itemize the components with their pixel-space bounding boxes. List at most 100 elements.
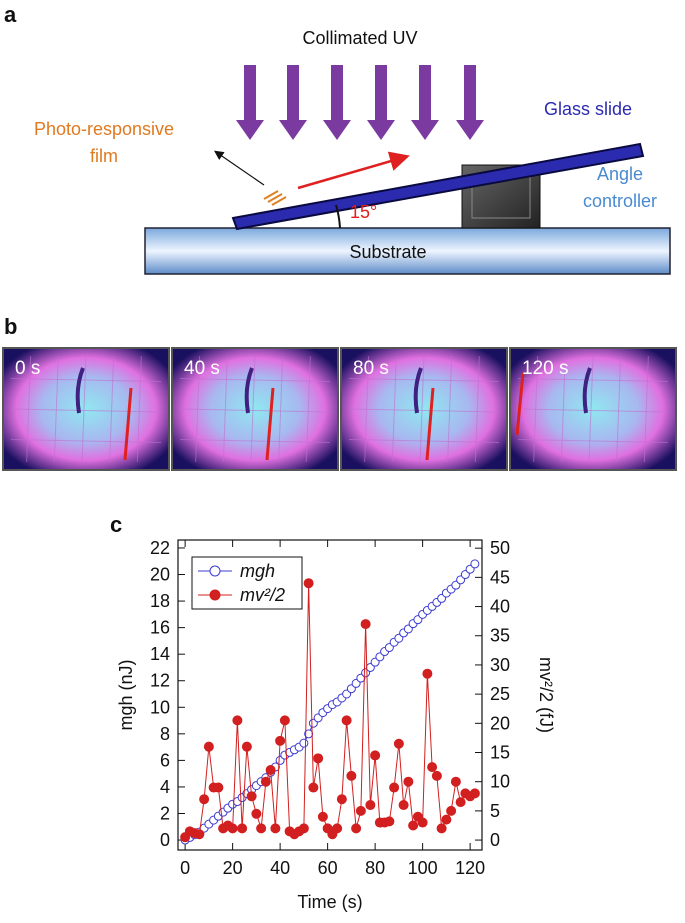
data-point xyxy=(317,811,328,822)
legend-label: mv²/2 xyxy=(240,585,285,605)
y-tick-label: 4 xyxy=(160,777,170,797)
y2-tick-label: 0 xyxy=(490,830,500,850)
plot-frame xyxy=(177,539,483,851)
frame-grid xyxy=(53,355,59,463)
panel-label: a xyxy=(4,2,17,27)
data-point xyxy=(370,750,381,761)
legend-marker xyxy=(209,565,221,577)
x-tick-label: 60 xyxy=(318,858,338,878)
data-point xyxy=(313,753,324,764)
data-point xyxy=(237,823,248,834)
frame-grid xyxy=(81,355,87,463)
frames: 0 s 40 s 80 s 120 s xyxy=(2,347,677,471)
legend-box xyxy=(191,556,303,610)
film-sample xyxy=(413,367,423,414)
data-point xyxy=(431,770,442,781)
frame-grid xyxy=(517,408,669,413)
frame-grid xyxy=(643,355,649,463)
y-tick-label: 10 xyxy=(150,697,170,717)
panel-a: a Collimated UV Substrate 15° Photo-resp… xyxy=(4,2,671,275)
panel-c: c 0 2 4 6 8 10 12 14 16 18 20 22 0 5 10 15 20 25 30 35 40 45 5… xyxy=(110,512,556,912)
frame-grid xyxy=(179,378,331,382)
y2-tick-label: 35 xyxy=(490,626,510,646)
y-tick-label: 8 xyxy=(160,724,170,744)
substrate xyxy=(144,227,671,275)
legend-label: mgh xyxy=(240,561,275,581)
reference-line xyxy=(425,387,435,461)
data-point xyxy=(469,788,480,799)
frame-grid xyxy=(419,355,425,463)
film-sample xyxy=(75,367,85,414)
data-point xyxy=(360,619,371,630)
data-point xyxy=(436,823,447,834)
y-tick-label: 14 xyxy=(150,644,170,664)
y2-axis-label: mv²/2 (fJ) xyxy=(536,657,556,733)
data-point xyxy=(393,738,404,749)
data-point xyxy=(265,765,276,776)
y2-tick-label: 15 xyxy=(490,743,510,763)
frame-grid xyxy=(447,355,453,463)
data-point xyxy=(203,741,214,752)
data-point xyxy=(346,770,357,781)
frame-label: 0 s xyxy=(15,358,40,379)
y-tick-label: 22 xyxy=(150,538,170,558)
y-tick-label: 2 xyxy=(160,803,170,823)
uv-label: Collimated UV xyxy=(302,28,417,48)
x-axis-label: Time (s) xyxy=(297,892,362,912)
panel-b: b 0 s 40 s 80 s 120 s xyxy=(2,314,677,471)
data-point xyxy=(341,715,352,726)
frame-grid xyxy=(305,355,311,463)
data-point xyxy=(251,808,262,819)
frame-grid xyxy=(348,408,500,413)
data-point xyxy=(199,794,210,805)
motion-arrow xyxy=(297,151,410,190)
y2-tick-label: 5 xyxy=(490,801,500,821)
frame-grid xyxy=(136,355,142,463)
data-point xyxy=(246,791,257,802)
frame-grid xyxy=(616,355,622,463)
y-tick-label: 0 xyxy=(160,830,170,850)
panel-label: c xyxy=(110,512,122,537)
data-point xyxy=(256,823,267,834)
data-point xyxy=(194,829,205,840)
data-point xyxy=(355,805,366,816)
frame-label: 80 s xyxy=(353,358,389,379)
film-pointer xyxy=(214,150,265,186)
data-point xyxy=(303,578,314,589)
frame-grid xyxy=(348,378,500,382)
frame-grid xyxy=(10,408,162,413)
x-tick-label: 80 xyxy=(365,858,385,878)
data-point xyxy=(241,741,252,752)
data-point xyxy=(470,559,480,569)
x-tick-label: 0 xyxy=(180,858,190,878)
y2-tick-label: 20 xyxy=(490,713,510,733)
data-point xyxy=(232,715,243,726)
substrate-label: Substrate xyxy=(349,242,426,262)
data-point xyxy=(308,782,319,793)
y2-tick-label: 25 xyxy=(490,684,510,704)
glass-slide xyxy=(231,142,645,231)
y-axis-label: mgh (nJ) xyxy=(116,659,136,730)
x-tick-label: 120 xyxy=(455,858,485,878)
data-point xyxy=(351,823,362,834)
frame-grid xyxy=(278,355,284,463)
film-label: film xyxy=(90,146,118,166)
frame-grid xyxy=(391,355,397,463)
frame-grid xyxy=(250,355,256,463)
x-tick-label: 20 xyxy=(223,858,243,878)
frame-grid xyxy=(10,439,162,443)
film-sample xyxy=(582,367,592,414)
data-point xyxy=(213,782,224,793)
data-point xyxy=(450,776,461,787)
reference-line xyxy=(265,387,275,461)
y2-tick-label: 40 xyxy=(490,597,510,617)
frame-grid xyxy=(560,355,566,463)
x-tick-label: 100 xyxy=(408,858,438,878)
data-point xyxy=(446,805,457,816)
data-point xyxy=(365,800,376,811)
data-point xyxy=(389,782,400,793)
glass-label: Glass slide xyxy=(544,99,632,119)
frame-grid xyxy=(179,439,331,443)
y2-tick-label: 50 xyxy=(490,538,510,558)
data-point xyxy=(298,823,309,834)
